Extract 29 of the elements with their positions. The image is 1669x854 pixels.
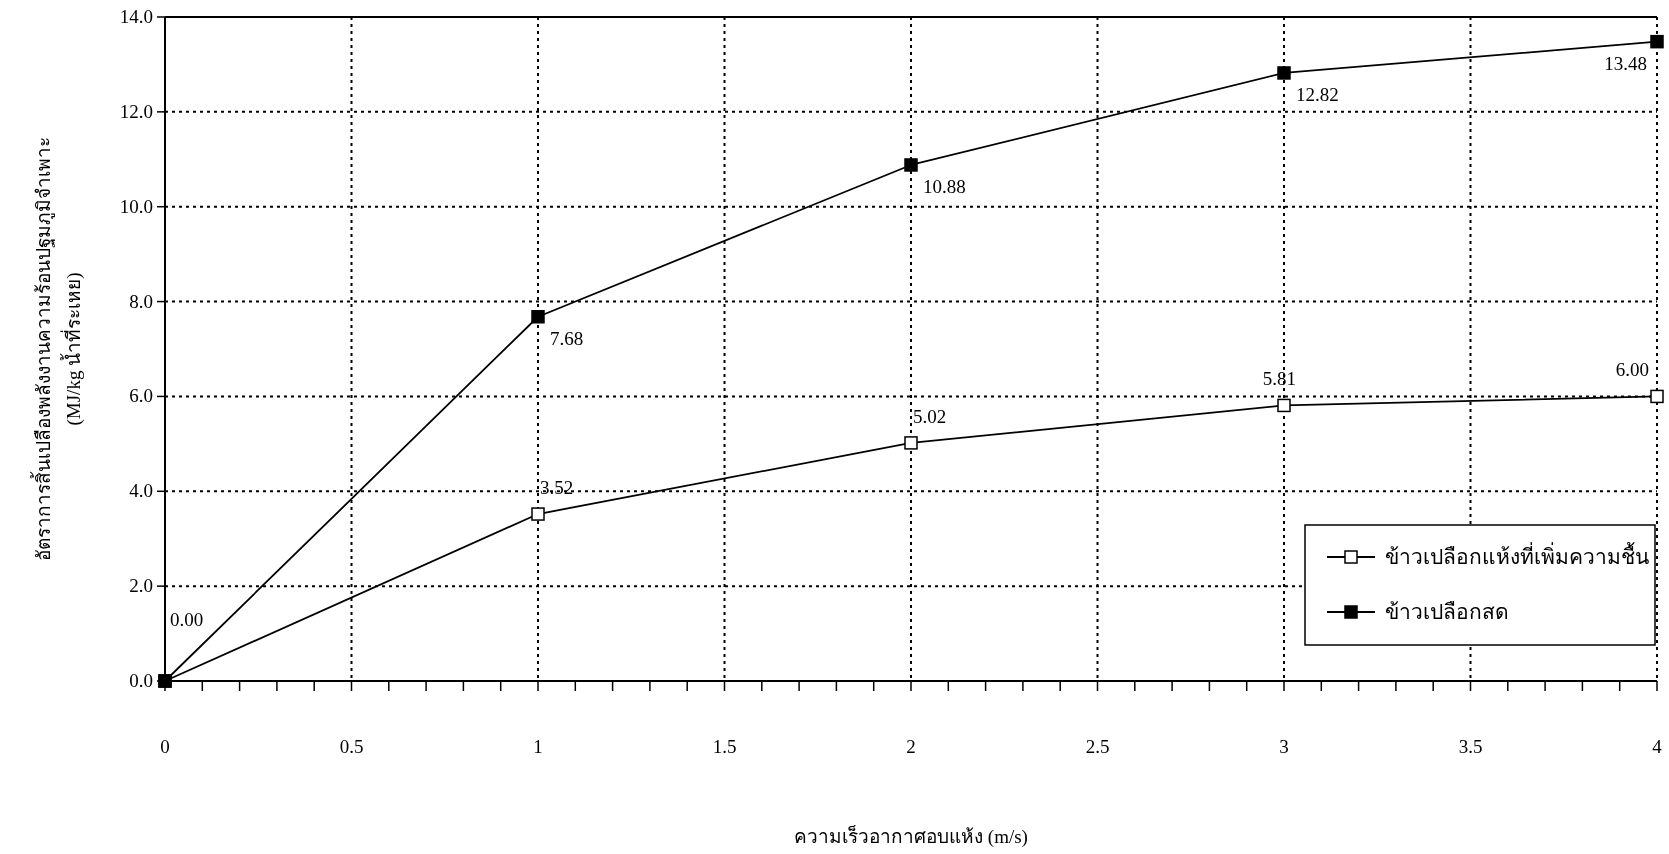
x-tick-label: 1.5 (712, 736, 737, 757)
x-tick-label: 1 (533, 736, 543, 757)
y-tick-label: 14.0 (119, 6, 153, 27)
x-tick-label: 0 (160, 736, 170, 757)
y-tick-label: 12.0 (119, 100, 153, 122)
x-tick-label: 2 (906, 736, 916, 757)
y-tick-label: 2.0 (129, 575, 153, 597)
y-tick-label: 10.0 (119, 195, 153, 217)
data-label: 6.00 (1615, 359, 1649, 381)
data-label: 10.88 (923, 175, 966, 197)
data-label: 7.68 (550, 327, 584, 349)
y-axis-title: อัตราการสิ้นเปลืองพลังงานความร้อนปฐมภูมิจำเพาะ (MJ/kg น้ำที่ระเหย) (30, 137, 85, 561)
x-tick-label: 3 (1279, 736, 1289, 757)
data-label: 5.02 (913, 405, 947, 427)
legend-label: ข้าวเปลือกสด (1385, 600, 1509, 624)
y-tick-label: 4.0 (129, 480, 153, 502)
data-label: 0.00 (170, 609, 204, 630)
y-tick-label: 6.0 (129, 385, 153, 407)
x-tick-label: 2.5 (1085, 736, 1110, 757)
data-label: 12.82 (1296, 83, 1339, 105)
x-axis-title: ความเร็วอากาศอบแห้ง (m/s) (794, 824, 1028, 848)
data-label: 3.52 (540, 477, 574, 499)
x-tick-label: 3.5 (1458, 736, 1483, 757)
y-tick-label: 8.0 (129, 290, 153, 312)
data-label: 13.48 (1604, 52, 1647, 74)
y-tick-label: 0.0 (129, 670, 153, 691)
legend-label: ข้าวเปลือกแห้งที่เพิ่มความชื้น (1385, 542, 1649, 569)
x-tick-label: 4 (1652, 736, 1663, 757)
x-tick-label: 0.5 (339, 736, 364, 757)
